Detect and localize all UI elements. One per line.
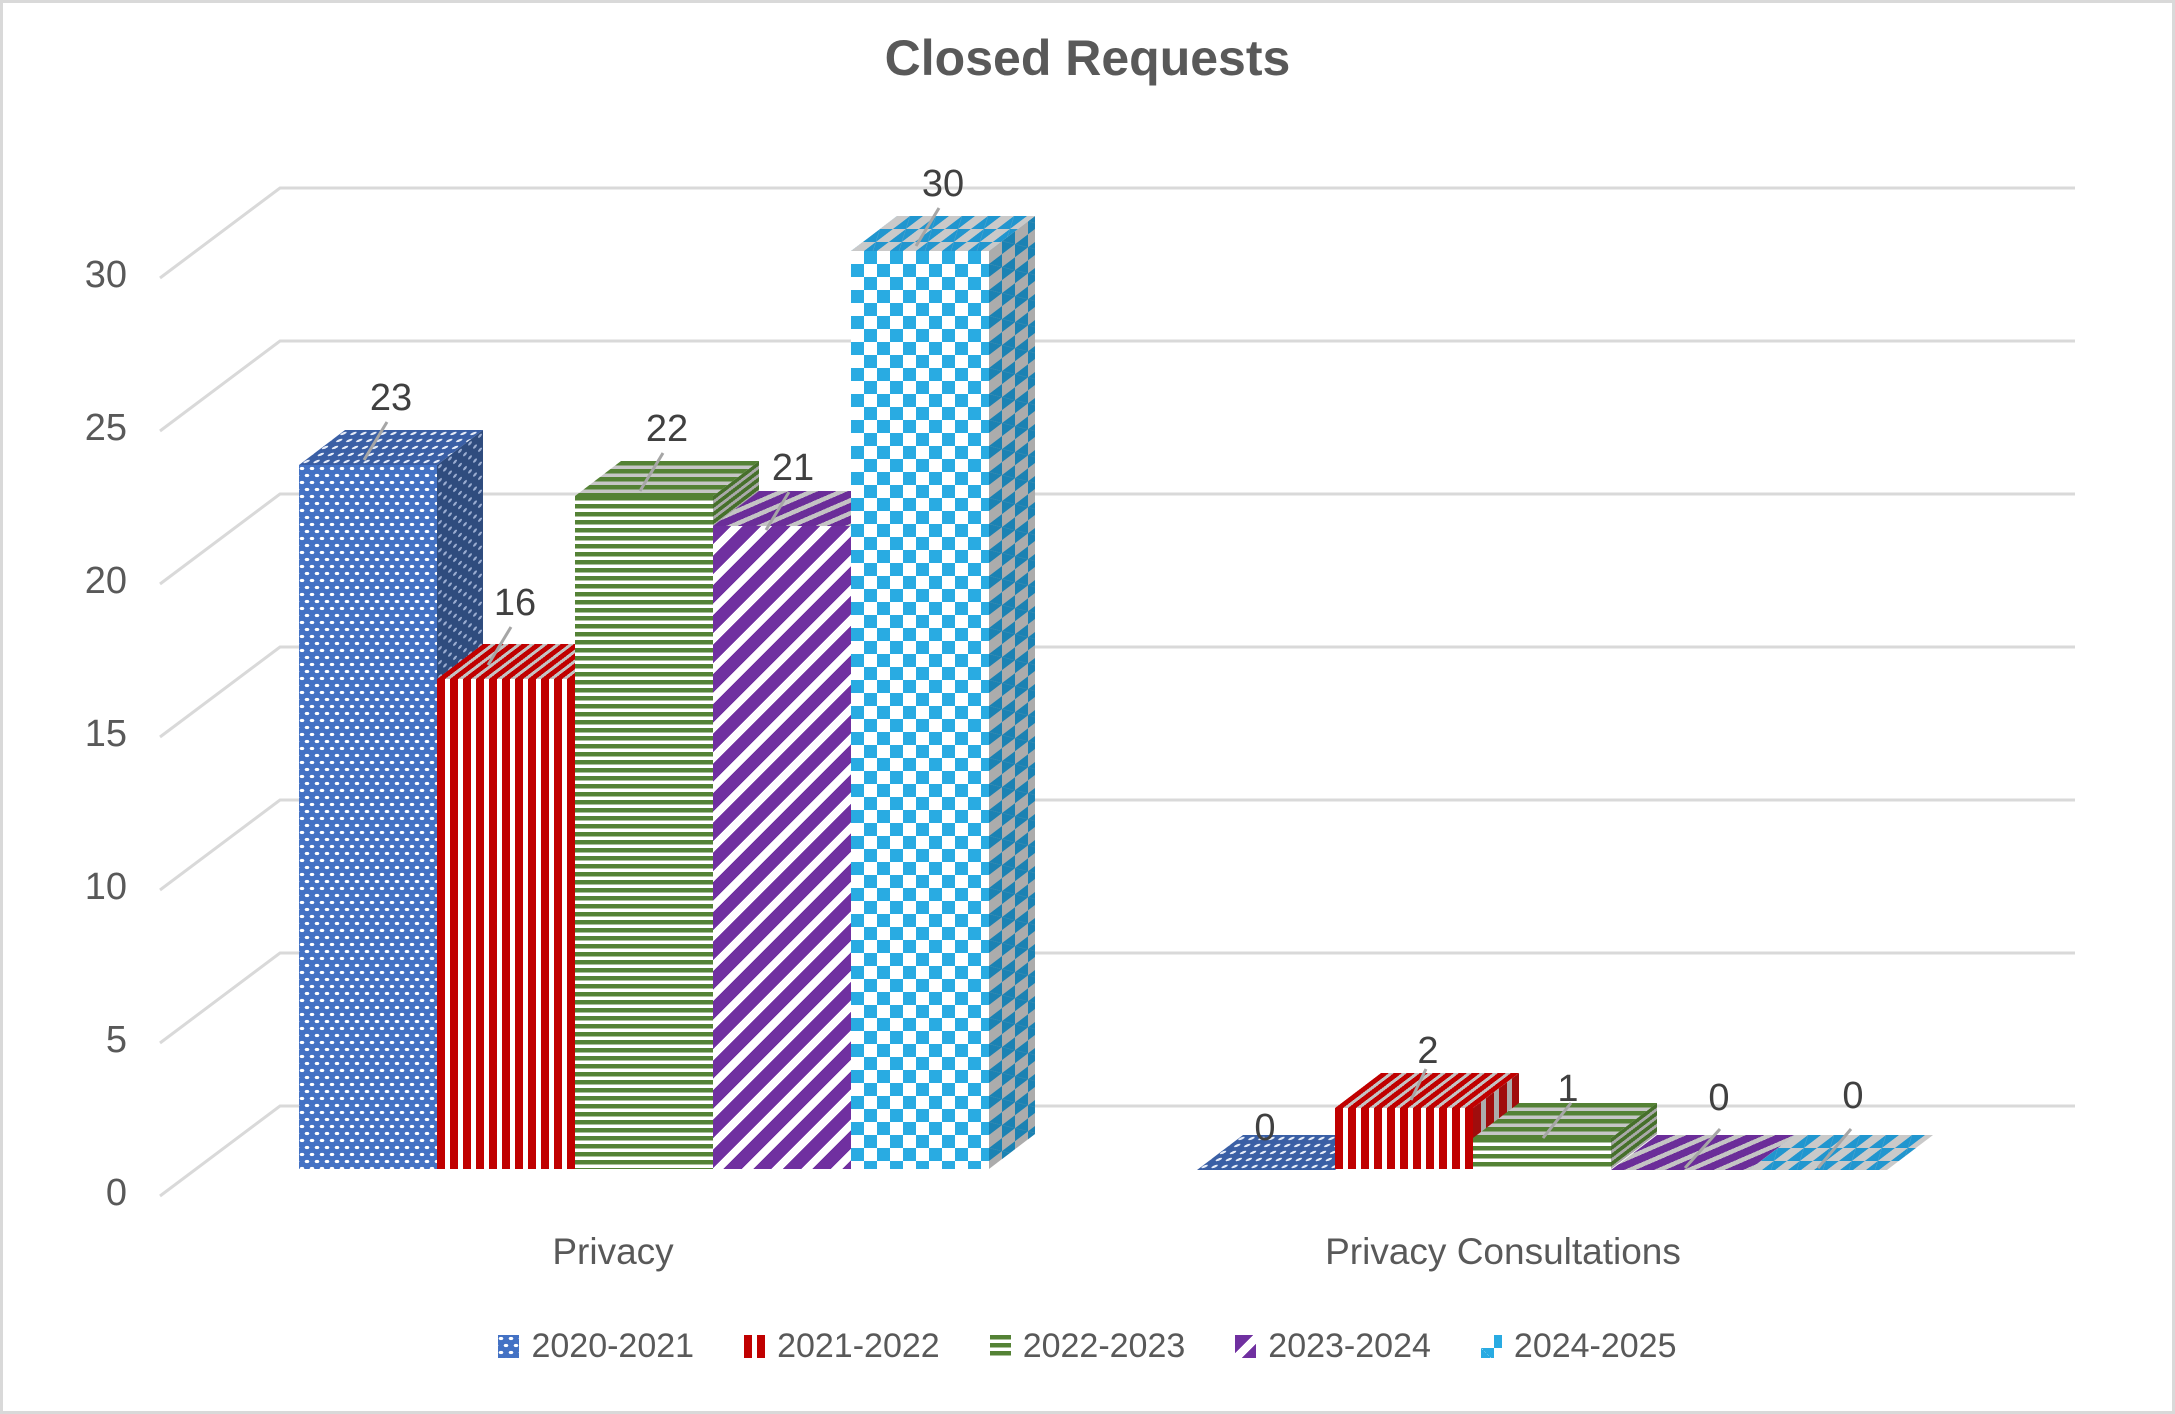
- value-label-2020-2021-Privacy: 23: [369, 377, 413, 419]
- value-label-2021-2022-Privacy: 16: [493, 582, 537, 624]
- category-label-privacy-consultations: Privacy Consultations: [1325, 1231, 1681, 1272]
- y-axis-tick-label: 25: [84, 407, 127, 449]
- chart-title: Closed Requests: [884, 30, 1291, 86]
- bar-2021-2022-Privacy: [437, 679, 575, 1169]
- gridline: [159, 645, 2075, 739]
- bar-2024-2025-Privacy-side: [989, 215, 1035, 1169]
- bar-2021-2022-Privacy Consultations: [1335, 1108, 1473, 1169]
- gridline: [159, 951, 2075, 1045]
- legend-label: 2020-2021: [531, 1327, 695, 1365]
- value-label-2023-2024-Privacy Consultations: 0: [1708, 1077, 1730, 1119]
- legend-swatch-2022-2023: [989, 1335, 1011, 1358]
- bar-2021-2022-Privacy-side: [575, 643, 621, 1169]
- bar-2022-2023-Privacy Consultations-top: [1473, 1103, 1658, 1138]
- legend-item-2021-2022: 2021-2022: [744, 1327, 940, 1366]
- y-axis-tick-label: 5: [105, 1019, 127, 1061]
- bar-2020-2021-Privacy-side: [437, 429, 483, 1169]
- bar-2023-2024-Privacy Consultations: [1611, 1135, 1796, 1170]
- bar-2024-2025-Privacy Consultations: [1749, 1135, 1934, 1170]
- value-label-2023-2024-Privacy: 21: [771, 447, 815, 489]
- value-label-2024-2025-Privacy: 30: [921, 163, 965, 205]
- legend: 2020-2021 2021-2022 2022-2023 2023-2024 2024…: [3, 1327, 2172, 1366]
- bar-2021-2022-Privacy Consultations-side: [1473, 1072, 1519, 1169]
- bars-layer: [3, 3, 2172, 1411]
- legend-item-2020-2021: 2020-2021: [498, 1327, 694, 1366]
- leader-line: [1541, 1102, 1573, 1139]
- gridline: [159, 186, 2075, 280]
- legend-swatch-2023-2024: [1235, 1335, 1257, 1358]
- bar-2020-2021-Privacy-top: [299, 430, 484, 465]
- bar-2021-2022-Privacy-top: [437, 644, 622, 679]
- bar-2022-2023-Privacy-top: [575, 461, 760, 496]
- legend-label: 2023-2024: [1268, 1327, 1431, 1365]
- leader-line: [1409, 1068, 1428, 1101]
- gridline: [159, 492, 2075, 586]
- gridline: [159, 1104, 2075, 1198]
- legend-label: 2022-2023: [1022, 1327, 1186, 1365]
- legend-label: 2024-2025: [1513, 1327, 1677, 1365]
- gridline: [159, 798, 2075, 892]
- value-label-2022-2023-Privacy Consultations: 1: [1557, 1068, 1579, 1110]
- value-label-2022-2023-Privacy: 22: [645, 408, 689, 450]
- legend-item-2022-2023: 2022-2023: [989, 1327, 1186, 1366]
- y-axis-tick-labels: 0 5 10 15 20 25 30: [3, 3, 2172, 1411]
- legend-swatch-2024-2025: [1480, 1335, 1502, 1358]
- bar-2020-2021-Privacy: [299, 465, 437, 1169]
- gridlines-layer: [159, 186, 2075, 1198]
- leader-line: [486, 626, 513, 666]
- bar-2024-2025-Privacy-top: [851, 216, 1036, 251]
- leader-line: [1816, 1128, 1853, 1169]
- bar-2022-2023-Privacy-side: [713, 460, 759, 1169]
- legend-swatch-2021-2022: [744, 1335, 766, 1358]
- gridline: [159, 339, 2075, 433]
- bar-2023-2024-Privacy: [713, 526, 851, 1169]
- bar-2020-2021-Privacy Consultations: [1197, 1135, 1382, 1170]
- bar-2022-2023-Privacy: [575, 496, 713, 1169]
- bar-2022-2023-Privacy Consultations: [1473, 1138, 1611, 1169]
- leader-line: [362, 421, 389, 461]
- bar-2024-2025-Privacy: [851, 251, 989, 1169]
- leader-lines-layer: [362, 207, 1853, 1170]
- y-axis-tick-label: 20: [84, 560, 127, 602]
- bar-2023-2024-Privacy-side: [851, 490, 897, 1169]
- legend-label: 2021-2022: [777, 1327, 940, 1365]
- value-label-2020-2021-Privacy Consultations: 0: [1254, 1107, 1276, 1149]
- leader-line: [1683, 1127, 1722, 1170]
- bar-2022-2023-Privacy Consultations-side: [1611, 1102, 1657, 1169]
- legend-item-2024-2025: 2024-2025: [1480, 1327, 1677, 1366]
- y-axis-tick-label: 15: [84, 713, 127, 755]
- y-axis-tick-label: 0: [105, 1172, 127, 1214]
- bar-2021-2022-Privacy Consultations-top: [1335, 1073, 1520, 1108]
- bar-2023-2024-Privacy-top: [713, 491, 898, 526]
- leader-line: [638, 452, 665, 492]
- y-axis-tick-label: 10: [84, 866, 127, 908]
- y-axis-tick-label: 30: [84, 254, 127, 296]
- leader-line: [914, 207, 941, 247]
- value-label-2021-2022-Privacy Consultations: 2: [1417, 1030, 1439, 1072]
- legend-swatch-2020-2021: [498, 1335, 520, 1358]
- category-label-privacy: Privacy: [552, 1231, 674, 1272]
- value-label-2024-2025-Privacy Consultations: 0: [1842, 1075, 1864, 1117]
- data-labels-layer: 23 0 16 2 22 1 21 0 30 0: [3, 3, 2172, 1411]
- leader-line: [764, 491, 791, 531]
- legend-item-2023-2024: 2023-2024: [1235, 1327, 1431, 1366]
